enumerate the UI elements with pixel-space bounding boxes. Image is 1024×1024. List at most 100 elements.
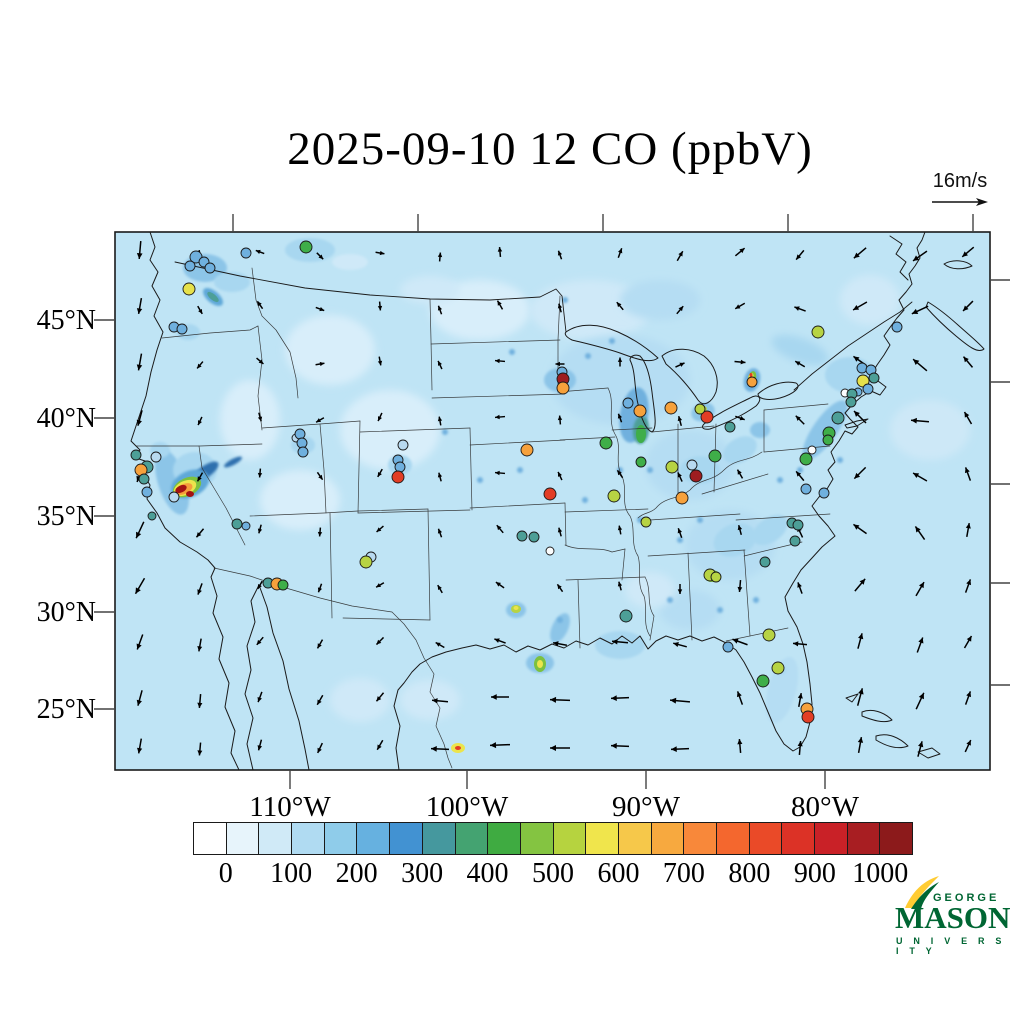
contour-patch (890, 400, 970, 460)
wind-arrow (197, 638, 203, 652)
lake-erie (701, 395, 761, 430)
wind-arrow (317, 583, 323, 593)
wind-arrow (257, 739, 263, 751)
contour-patch (530, 280, 650, 340)
wind-arrow (197, 416, 203, 426)
station-dot (724, 421, 736, 433)
colorbar-cell (292, 823, 325, 854)
wind-arrow (430, 746, 450, 752)
wind-arrow (257, 691, 263, 703)
wind-arrow (963, 411, 973, 425)
wind-arrow (136, 240, 143, 260)
lat-tick-label: 35°N (37, 501, 96, 532)
wind-arrow (197, 305, 203, 315)
station-dot (799, 452, 813, 466)
contour-patch (285, 315, 375, 385)
wind-arrow (963, 635, 973, 649)
wind-arrow (196, 472, 204, 482)
colorbar-cell (586, 823, 619, 854)
wind-arrow (557, 471, 563, 481)
station-dot (231, 518, 243, 530)
station-dot (710, 571, 722, 583)
wind-arrow (136, 410, 143, 426)
wind-arrow (736, 469, 744, 479)
wind-arrow (196, 361, 204, 369)
wind-arrow (257, 412, 263, 422)
contour-patch (636, 425, 646, 443)
contour-patch (765, 656, 799, 724)
wind-arrow (494, 358, 506, 364)
station-dot (868, 372, 880, 384)
contour-patch (214, 272, 250, 292)
colorbar-labels: 0 100 200 300 400 500 600 700 800 900 1000 (0, 858, 1024, 892)
wind-arrow (197, 693, 203, 709)
station-dot (818, 487, 830, 499)
geography (130, 232, 985, 770)
wind-arrow (255, 249, 265, 255)
station-dot (694, 403, 706, 415)
wind-arrow (489, 742, 511, 749)
colorbar-cell (422, 823, 456, 854)
station-dot (801, 710, 815, 724)
contour-patch (537, 660, 543, 668)
wind-arrow (792, 641, 808, 647)
station-dot (792, 519, 804, 531)
wind-arrow (911, 305, 929, 315)
station-dot (746, 376, 758, 388)
station-dot (204, 262, 216, 274)
colorbar-tick-label: 400 (466, 858, 509, 889)
wind-arrow (916, 637, 924, 653)
contour-patch (753, 597, 759, 603)
station-dot (176, 323, 188, 335)
wind-arrow (377, 468, 383, 478)
colorbar-cell (847, 823, 881, 854)
contour-patch (340, 390, 440, 470)
station-dot (138, 473, 150, 485)
co-contour-field (150, 238, 970, 753)
wind-arrow (375, 636, 385, 646)
new-brunswick-shore (889, 235, 909, 281)
lon-tick-label: 90°W (612, 791, 681, 823)
lat-tick-label: 25°N (37, 694, 96, 725)
wind-arrow (377, 412, 383, 422)
wind-arrow (315, 361, 325, 367)
wind-arrow (552, 641, 568, 647)
wind-arrow (136, 690, 143, 706)
contour-patch (749, 373, 753, 377)
wind-arrow (794, 360, 806, 368)
station-dot (607, 489, 621, 503)
nova-scotia (925, 301, 985, 351)
wind-arrow (134, 577, 146, 595)
station-dot (168, 491, 180, 503)
wind-arrow (617, 248, 623, 258)
station-dot (622, 397, 634, 409)
contour-patch (609, 338, 615, 344)
station-dot (811, 325, 825, 339)
colorbar-cell (455, 823, 489, 854)
wind-arrow (676, 305, 684, 315)
wind-arrow (375, 582, 385, 588)
wind-arrow (856, 688, 864, 706)
station-dot (800, 483, 812, 495)
wind-arrow (257, 580, 263, 590)
wind-arrow (676, 250, 684, 262)
canada-border (174, 261, 567, 333)
wind-arrow (316, 639, 324, 649)
station-dot (543, 487, 557, 501)
wind-arrow (549, 696, 571, 703)
wind-arrow (377, 301, 383, 311)
wind-arrow (494, 470, 506, 476)
station-dot (147, 511, 157, 521)
wind-arrow (732, 638, 748, 646)
bahamas (845, 693, 941, 759)
colorbar-tick-label: 500 (532, 858, 574, 889)
wind-arrow (375, 692, 385, 702)
wind-arrow (853, 247, 867, 259)
wind-arrow (737, 579, 743, 593)
wind-arrow (912, 358, 928, 372)
chart-title: 2025-09-10 12 CO (ppbV) (287, 123, 813, 175)
colorbar-cell (651, 823, 685, 854)
wind-arrow (376, 739, 384, 751)
wind-arrow (616, 469, 624, 479)
